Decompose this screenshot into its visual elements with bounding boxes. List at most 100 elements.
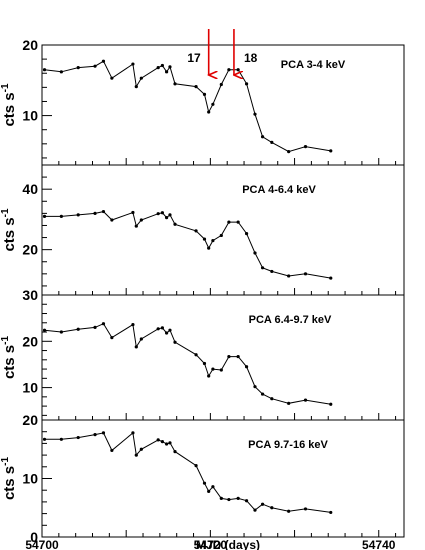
- y-tick-label: 20: [22, 412, 38, 428]
- panel-title: PCA 4-6.4 keV: [242, 184, 316, 196]
- data-point: [76, 435, 80, 440]
- y-axis-label: cts s-1: [0, 208, 18, 252]
- data-point: [59, 214, 63, 218]
- data-point: [101, 322, 106, 326]
- data-point: [329, 510, 333, 515]
- data-point: [287, 149, 291, 154]
- data-point: [173, 449, 177, 454]
- data-point: [110, 76, 114, 80]
- data-point: [287, 509, 291, 513]
- data-point: [260, 135, 265, 139]
- y-tick-label: 20: [22, 333, 38, 349]
- data-point: [131, 323, 135, 327]
- data-point: [236, 354, 240, 359]
- data-point: [202, 481, 207, 485]
- data-point: [236, 496, 240, 500]
- data-point: [253, 508, 257, 512]
- data-point: [236, 220, 240, 224]
- data-point: [244, 232, 249, 236]
- data-point: [202, 237, 207, 241]
- data-point: [160, 63, 164, 68]
- data-point: [244, 365, 249, 369]
- data-point: [42, 68, 47, 72]
- data-point: [173, 222, 177, 226]
- data-point: [244, 499, 249, 503]
- data-point: [202, 361, 207, 366]
- y-tick-label: 0: [30, 529, 38, 545]
- data-point: [303, 398, 308, 402]
- data-point: [253, 251, 257, 255]
- data-point: [156, 438, 160, 442]
- data-point: [173, 82, 177, 86]
- data-point: [134, 85, 138, 89]
- data-point: [207, 246, 211, 250]
- data-point: [244, 82, 249, 86]
- data-point: [164, 442, 169, 446]
- y-tick-label: 20: [22, 242, 38, 258]
- data-point: [168, 441, 172, 445]
- data-point: [270, 269, 274, 274]
- data-point: [270, 140, 274, 145]
- y-axis-label: cts s-1: [0, 83, 18, 127]
- data-point: [329, 276, 333, 280]
- data-point: [59, 330, 63, 334]
- data-point: [194, 229, 198, 233]
- data-point: [101, 59, 106, 63]
- data-point: [160, 440, 164, 444]
- data-point: [260, 266, 265, 270]
- data-point: [207, 110, 211, 114]
- y-tick-label: 10: [22, 108, 38, 124]
- data-point: [42, 214, 47, 218]
- annotation-label: 17: [187, 51, 201, 65]
- y-tick-label: 40: [22, 181, 38, 197]
- data-point: [131, 210, 135, 215]
- data-point: [194, 464, 198, 468]
- data-point: [260, 502, 265, 506]
- data-point: [202, 92, 207, 97]
- y-tick-label: 20: [22, 37, 38, 53]
- data-point: [134, 453, 138, 457]
- data-point: [42, 437, 47, 441]
- data-point: [168, 213, 172, 217]
- data-point: [219, 82, 223, 87]
- data-point: [227, 497, 231, 502]
- data-point: [131, 62, 135, 66]
- data-point: [211, 485, 215, 489]
- data-point: [211, 367, 215, 371]
- data-point: [164, 216, 169, 220]
- annotation-label: 18: [244, 51, 258, 65]
- panel-frame: [41, 44, 405, 166]
- data-point: [219, 233, 223, 238]
- panel-title: PCA 3-4 keV: [281, 59, 346, 71]
- x-tick-label: 54720: [194, 538, 228, 550]
- data-point: [139, 447, 143, 451]
- data-point: [168, 65, 172, 69]
- data-point: [110, 448, 114, 453]
- x-tick-label: 54740: [362, 538, 396, 550]
- data-point: [211, 238, 215, 243]
- data-point: [287, 274, 291, 278]
- data-point: [173, 340, 177, 344]
- data-point: [93, 433, 97, 437]
- data-point: [194, 353, 198, 357]
- series-line: [44, 211, 331, 279]
- panel-frame: [41, 294, 405, 421]
- data-point: [303, 145, 308, 149]
- series-line: [44, 323, 331, 405]
- y-axis-label: cts s-1: [0, 457, 18, 501]
- y-tick-label: 10: [22, 471, 38, 487]
- data-point: [211, 102, 215, 106]
- data-point: [134, 345, 138, 349]
- data-point: [236, 68, 240, 72]
- data-point: [227, 68, 231, 72]
- data-point: [76, 327, 80, 331]
- data-point: [101, 431, 106, 435]
- data-point: [101, 209, 106, 214]
- data-point: [156, 327, 160, 331]
- x-axis-label: MJD (days): [196, 538, 260, 550]
- data-point: [329, 149, 333, 153]
- panel-title: PCA 9.7-16 keV: [248, 439, 328, 451]
- data-point: [227, 220, 231, 224]
- data-point: [219, 368, 223, 372]
